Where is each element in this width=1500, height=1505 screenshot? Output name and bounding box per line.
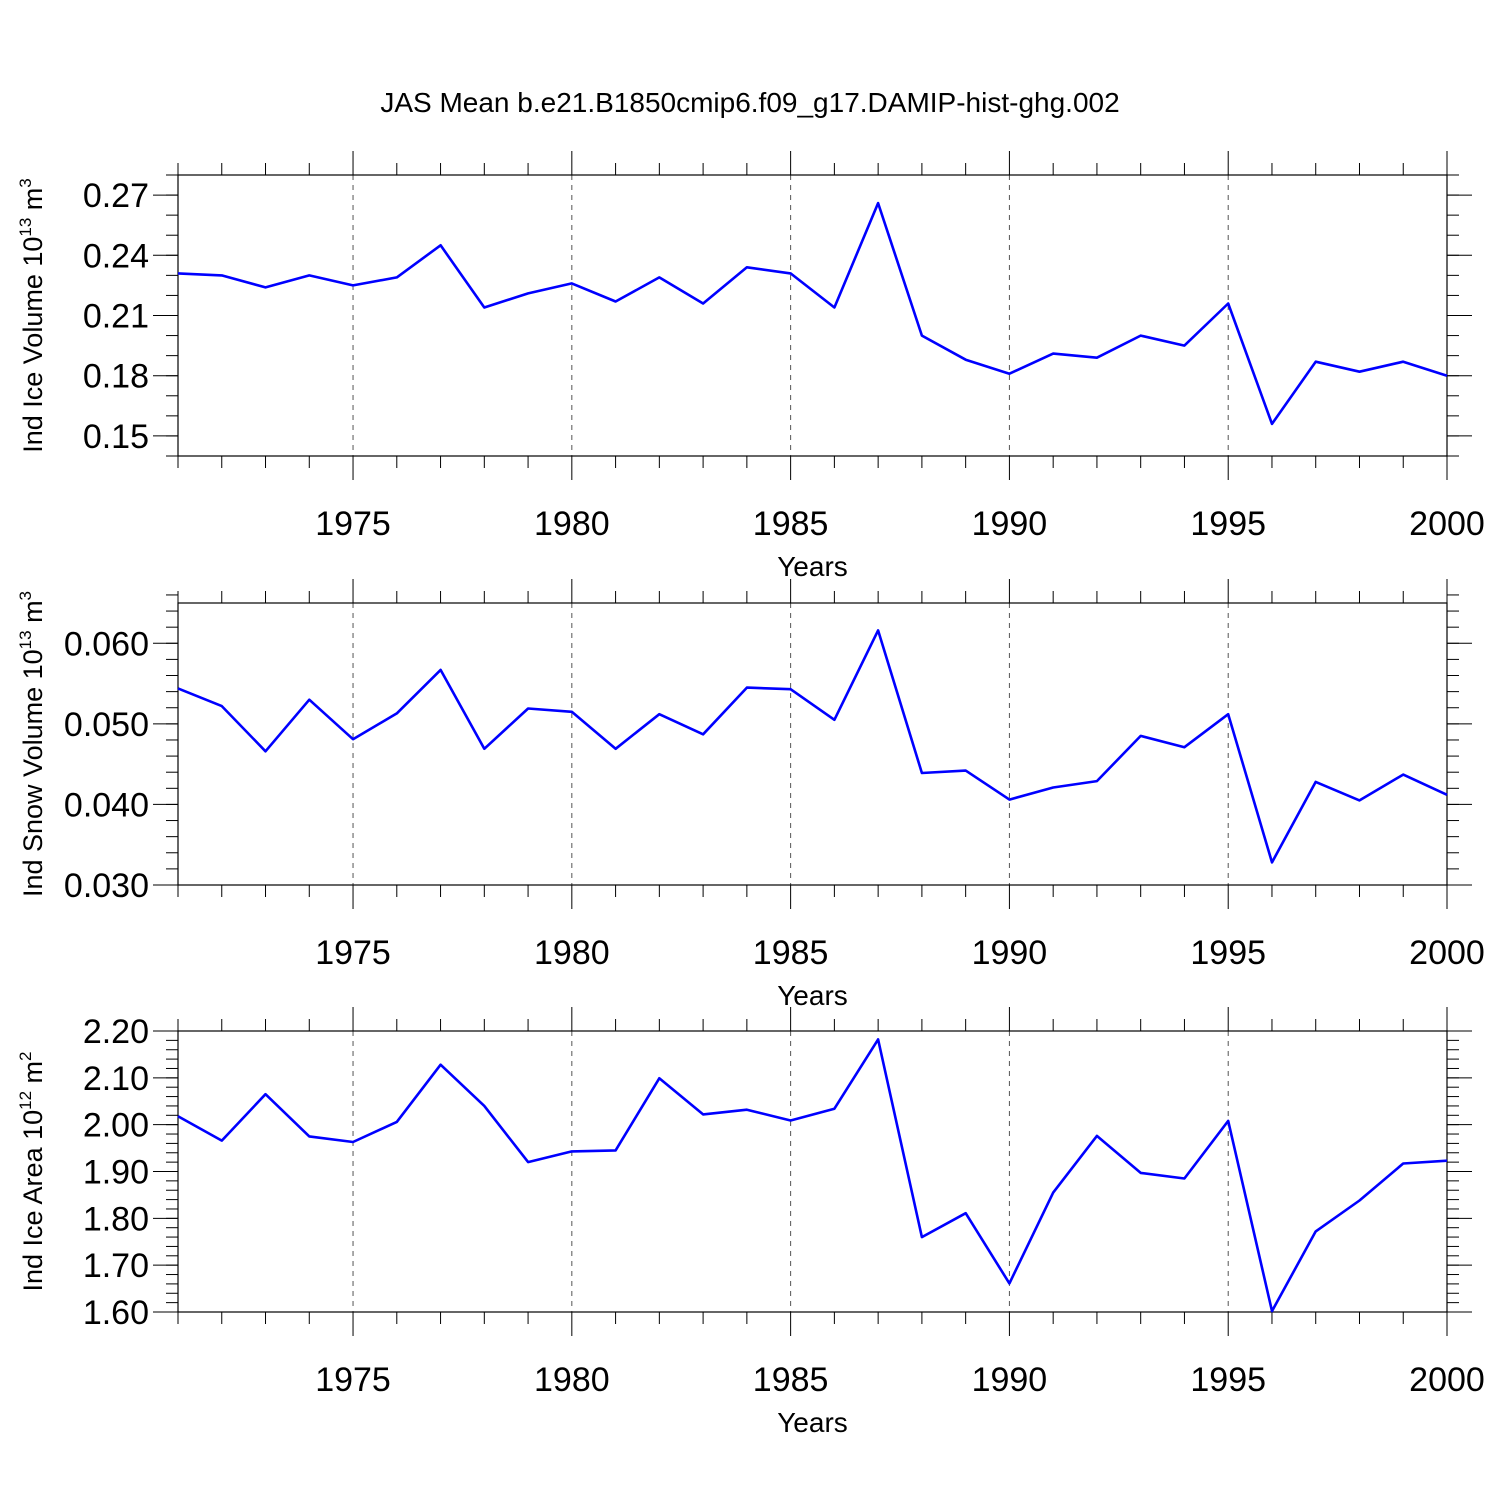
y-tick-label: 1.60 [83,1294,149,1332]
y-axis-label: Ind Snow Volume 1013 m3 [16,591,48,897]
y-tick-label: 2.20 [83,1013,149,1051]
y-axis-label-part: Ind Ice Area 10 [18,1110,48,1292]
y-axis-label-superscript: 3 [16,591,35,600]
x-axis-label: Years [777,980,848,1011]
plot-frame [178,603,1447,885]
x-tick-label: 1985 [753,505,829,543]
x-tick-label: 1995 [1190,934,1266,972]
panel-1: 0.15 0.18 0.21 0.24 0.27 1975 1980 1985 1990 1995… [16,151,1485,582]
y-axis-label-superscript: 13 [16,218,35,237]
x-tick-label: 1990 [972,934,1048,972]
y-axis-label-part: m [18,600,48,630]
y-axis-label-part: m [18,1061,48,1091]
x-axis-label: Years [777,1407,848,1438]
x-tick-label: 1975 [315,1361,391,1399]
series-line [178,203,1447,424]
y-axis-label: Ind Ice Area 1012 m2 [16,1051,48,1291]
x-tick-label: 1980 [534,934,610,972]
y-tick-label: 0.21 [83,298,149,336]
panels: 0.15 0.18 0.21 0.24 0.27 1975 1980 1985 1990 1995… [16,151,1485,1438]
series-line [178,1039,1447,1311]
x-tick-label: 1975 [315,505,391,543]
y-axis-label-part: m [18,188,48,218]
x-tick-label: 1995 [1190,505,1266,543]
x-tick-label: 1995 [1190,1361,1266,1399]
y-tick-label: 0.15 [83,418,149,456]
x-axis-label: Years [777,551,848,582]
y-axis-label-superscript: 12 [16,1091,35,1110]
y-tick-label: 1.70 [83,1247,149,1285]
plot-frame [178,175,1447,456]
y-axis-label-superscript: 2 [16,1051,35,1060]
x-tick-label: 1980 [534,1361,610,1399]
y-tick-label: 0.040 [64,786,149,824]
y-tick-label: 2.10 [83,1060,149,1098]
figure-title: JAS Mean b.e21.B1850cmip6.f09_g17.DAMIP-… [380,87,1119,118]
panel-2: 0.030 0.040 0.050 0.060 1975 1980 1985 1990 1995… [16,579,1485,1011]
y-tick-label: 0.24 [83,237,149,275]
x-tick-label: 1990 [972,505,1048,543]
y-axis-label-superscript: 13 [16,630,35,649]
series-line [178,630,1447,862]
y-tick-label: 1.80 [83,1200,149,1238]
x-tick-label: 1985 [753,934,829,972]
y-tick-label: 0.18 [83,358,149,396]
y-tick-label: 1.90 [83,1154,149,1192]
x-tick-label: 1975 [315,934,391,972]
y-axis-label-part: Ind Ice Volume 10 [18,237,48,453]
y-axis-label-part: Ind Snow Volume 10 [18,649,48,897]
plot-frame [178,1031,1447,1312]
y-tick-label: 2.00 [83,1107,149,1145]
x-tick-label: 1990 [972,1361,1048,1399]
x-tick-label: 1980 [534,505,610,543]
x-tick-label: 2000 [1409,1361,1485,1399]
x-tick-label: 2000 [1409,505,1485,543]
y-tick-label: 0.050 [64,706,149,744]
y-tick-label: 0.030 [64,867,149,905]
y-tick-label: 0.27 [83,177,149,215]
x-tick-label: 2000 [1409,934,1485,972]
y-tick-label: 0.060 [64,625,149,663]
panel-3: 1.60 1.70 1.80 1.90 2.00 2.10 2.20 1975 1980 1985… [16,1007,1485,1438]
y-axis-label-superscript: 3 [16,178,35,187]
y-axis-label: Ind Ice Volume 1013 m3 [16,178,48,453]
x-tick-label: 1985 [753,1361,829,1399]
